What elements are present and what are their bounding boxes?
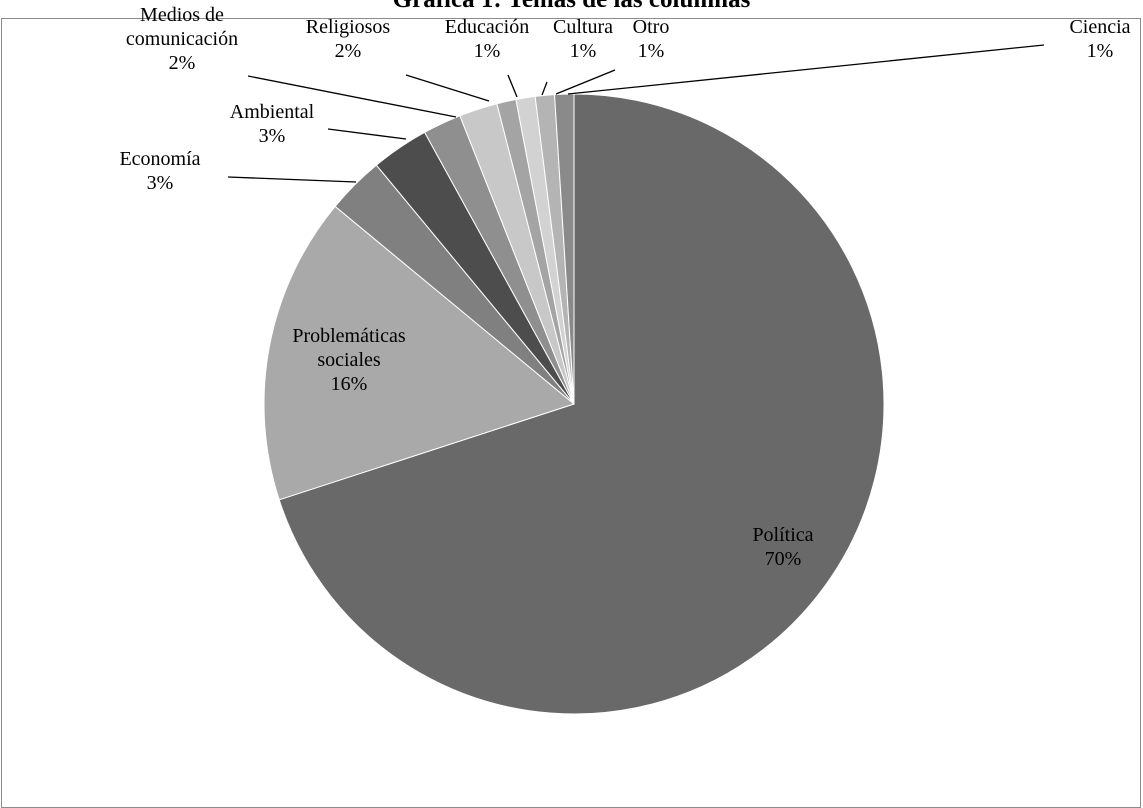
leader-line-medios-de-comunicacion xyxy=(247,75,457,118)
slice-value-religiosos: 2% xyxy=(335,40,362,62)
slice-label-ciencia: Ciencia 1% xyxy=(1069,16,1130,62)
slice-labels: Política 70% Problemáticas sociales 16% Econo… xyxy=(119,4,1130,570)
slice-value-politica: 70% xyxy=(765,548,802,570)
slice-label-economia: Economía 3% xyxy=(119,148,200,194)
slice-name-politica: Política xyxy=(752,524,813,546)
slice-value-economia: 3% xyxy=(147,172,174,194)
slice-name-problematicas-sociales: Problemáticas xyxy=(292,325,406,347)
pie-chart: Política 70% Problemáticas sociales 16% Econo… xyxy=(119,4,1131,715)
slice-label-medios-de-comunicacion: Medios de comunicación 2% xyxy=(126,4,238,74)
slice-label-problematicas-sociales: Problemáticas sociales 16% xyxy=(292,325,406,395)
slice-label-educacion: Educación 1% xyxy=(445,16,529,62)
leader-line-ambiental xyxy=(327,128,407,140)
slice-label-religiosos: Religiosos 2% xyxy=(306,16,391,62)
chart-title: Gráfica 1: Temas de las columnas xyxy=(0,0,1143,14)
slice-label-ambiental: Ambiental 3% xyxy=(230,101,315,147)
leader-line-religiosos xyxy=(405,74,490,102)
slice-label-cultura: Cultura 1% xyxy=(553,16,613,62)
slice-value-ambiental: 3% xyxy=(259,125,286,147)
leader-line-cultura xyxy=(541,81,548,96)
pie-slices xyxy=(263,93,885,715)
pie-slice-problematicas-sociales xyxy=(263,205,576,501)
pie-slice-politica xyxy=(278,93,885,715)
slice-value-educacion: 1% xyxy=(474,40,501,62)
slice-name-ciencia: Ciencia xyxy=(1069,16,1130,38)
slice-name-religiosos: Religiosos xyxy=(306,16,391,38)
leader-line-ciencia xyxy=(567,44,1045,95)
slice-name-cultura: Cultura xyxy=(553,16,613,38)
slice-value-ciencia: 1% xyxy=(1087,40,1114,62)
slice-name-medios-de-comunicacion: comunicación xyxy=(126,28,238,50)
slice-name-economia: Economía xyxy=(119,148,200,170)
slice-value-otro: 1% xyxy=(638,40,665,62)
slice-value-medios-de-comunicacion: 2% xyxy=(169,52,196,74)
leader-line-otro xyxy=(555,69,616,95)
slice-name-medios-de-comunicacion: Medios de xyxy=(140,4,224,26)
slice-value-cultura: 1% xyxy=(570,40,597,62)
slice-name-educacion: Educación xyxy=(445,16,529,38)
slice-name-problematicas-sociales: sociales xyxy=(317,349,381,371)
slice-name-ambiental: Ambiental xyxy=(230,101,315,123)
slice-name-otro: Otro xyxy=(633,16,670,38)
leader-line-economia xyxy=(227,176,357,183)
leader-line-educacion xyxy=(507,74,518,98)
slice-value-problematicas-sociales: 16% xyxy=(331,373,368,395)
slice-label-otro: Otro 1% xyxy=(633,16,670,62)
slice-label-politica: Política 70% xyxy=(752,524,813,570)
